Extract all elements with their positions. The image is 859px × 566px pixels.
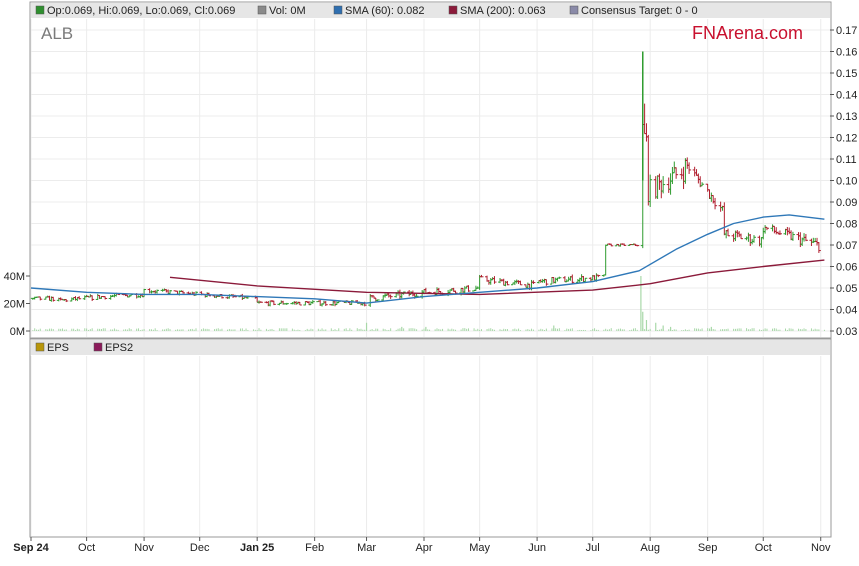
volume-tick-label: 20M — [4, 299, 25, 311]
price-tick-label: 0.07 — [836, 240, 857, 252]
legend-sma60: SMA (60): 0.082 — [345, 5, 425, 17]
volume-axis: 40M 20M 0M — [4, 271, 30, 338]
legend-ohlc: Op:0.069, Hi:0.069, Lo:0.069, Cl:0.069 — [47, 5, 235, 17]
price-tick-label: 0.04 — [836, 305, 857, 317]
legend-swatch-ohlc — [35, 5, 45, 15]
legend-eps2: EPS2 — [105, 342, 133, 354]
date-tick-label: Jun — [528, 542, 546, 554]
price-tick-label: 0.05 — [836, 283, 857, 295]
top-legend: Op:0.069, Hi:0.069, Lo:0.069, Cl:0.069 V… — [35, 5, 698, 17]
volume-tick-label: 40M — [4, 271, 25, 283]
date-tick-label: Aug — [640, 542, 660, 554]
date-tick-label: Jan 25 — [240, 542, 274, 554]
date-tick-label: Oct — [755, 542, 772, 554]
date-tick-label: Feb — [305, 542, 324, 554]
bottom-legend-bar — [31, 340, 830, 355]
price-tick-label: 0.12 — [836, 133, 857, 145]
price-tick-label: 0.16 — [836, 47, 857, 59]
legend-swatch-sma200 — [448, 5, 458, 15]
date-tick-label: May — [469, 542, 490, 554]
ticker-symbol: ALB — [41, 24, 73, 43]
price-tick-label: 0.13 — [836, 111, 857, 123]
brand-logo: FNArena.com — [692, 23, 803, 43]
date-tick-label: Mar — [357, 542, 376, 554]
bottom-legend: EPS EPS2 — [35, 342, 133, 354]
sma200-line — [169, 259, 825, 296]
legend-swatch-volume — [257, 5, 267, 15]
price-tick-label: 0.09 — [836, 197, 857, 209]
price-axis: 0.17 0.16 0.15 0.14 0.13 0.12 0.11 0.10 0.09 0.08… — [830, 25, 857, 338]
price-tick-label: 0.14 — [836, 90, 857, 102]
date-tick-label: Sep 24 — [13, 542, 49, 554]
price-tick-label: 0.03 — [836, 326, 857, 338]
price-tick-label: 0.15 — [836, 68, 857, 80]
top-legend-bar — [31, 3, 830, 18]
moving-averages — [30, 214, 825, 304]
volume-bars — [32, 276, 825, 331]
price-bars — [30, 51, 821, 307]
date-tick-label: Sep — [698, 542, 718, 554]
date-tick-label: Nov — [811, 542, 831, 554]
date-tick-label: Apr — [415, 542, 432, 554]
price-tick-label: 0.08 — [836, 219, 857, 231]
legend-swatch-eps — [35, 342, 45, 352]
legend-volume: Vol: 0M — [269, 5, 306, 17]
sma60-line — [30, 214, 825, 304]
date-tick-label: Jul — [586, 542, 600, 554]
date-tick-label: Dec — [190, 542, 210, 554]
legend-sma200: SMA (200): 0.063 — [460, 5, 546, 17]
legend-swatch-consensus — [569, 5, 579, 15]
legend-swatch-sma60 — [333, 5, 343, 15]
legend-eps: EPS — [47, 342, 69, 354]
price-tick-label: 0.17 — [836, 25, 857, 37]
volume-tick-label: 0M — [10, 326, 25, 338]
legend-consensus: Consensus Target: 0 - 0 — [581, 5, 698, 17]
eps-panel-background — [29, 338, 832, 538]
date-tick-label: Nov — [134, 542, 154, 554]
price-tick-label: 0.11 — [836, 154, 857, 166]
price-tick-label: 0.06 — [836, 262, 857, 274]
date-tick-label: Oct — [78, 542, 95, 554]
price-tick-label: 0.10 — [836, 176, 857, 188]
price-panel-background — [29, 1, 832, 339]
date-axis: Sep 24 Oct Nov Dec Jan 25 Feb Mar Apr May Jun Jul A… — [13, 537, 831, 554]
legend-swatch-eps2 — [93, 342, 103, 352]
